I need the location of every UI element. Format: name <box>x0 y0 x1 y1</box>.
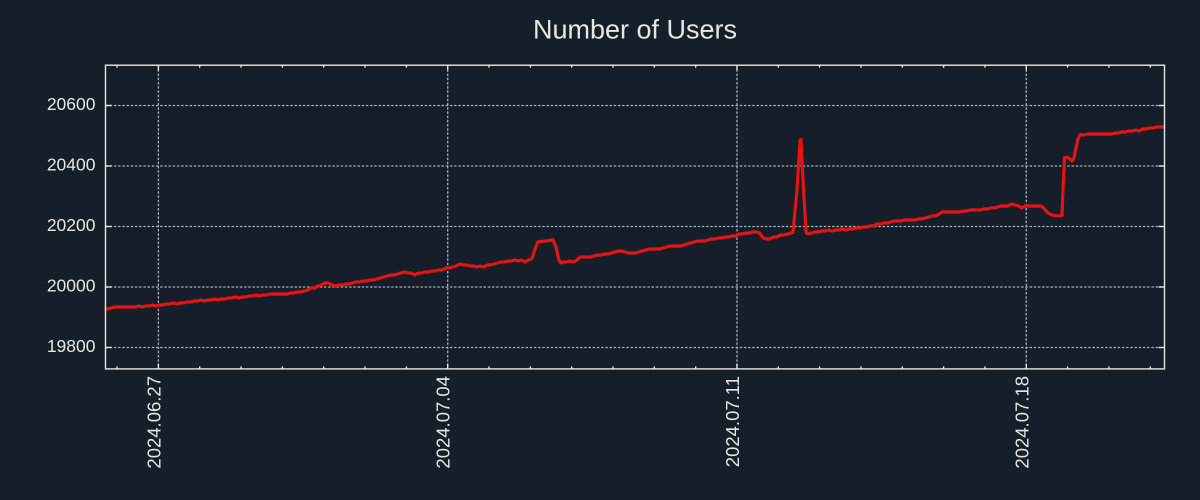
svg-text:2024.06.27: 2024.06.27 <box>143 376 164 469</box>
svg-text:2024.07.04: 2024.07.04 <box>433 376 454 469</box>
svg-text:2024.07.18: 2024.07.18 <box>1011 376 1032 469</box>
svg-text:2024.07.11: 2024.07.11 <box>722 376 743 467</box>
svg-text:20200: 20200 <box>47 215 96 235</box>
svg-text:20400: 20400 <box>47 154 96 174</box>
svg-text:Number of Users: Number of Users <box>533 15 737 45</box>
svg-text:19800: 19800 <box>47 336 96 356</box>
svg-text:20600: 20600 <box>47 94 96 114</box>
svg-text:20000: 20000 <box>47 275 96 295</box>
